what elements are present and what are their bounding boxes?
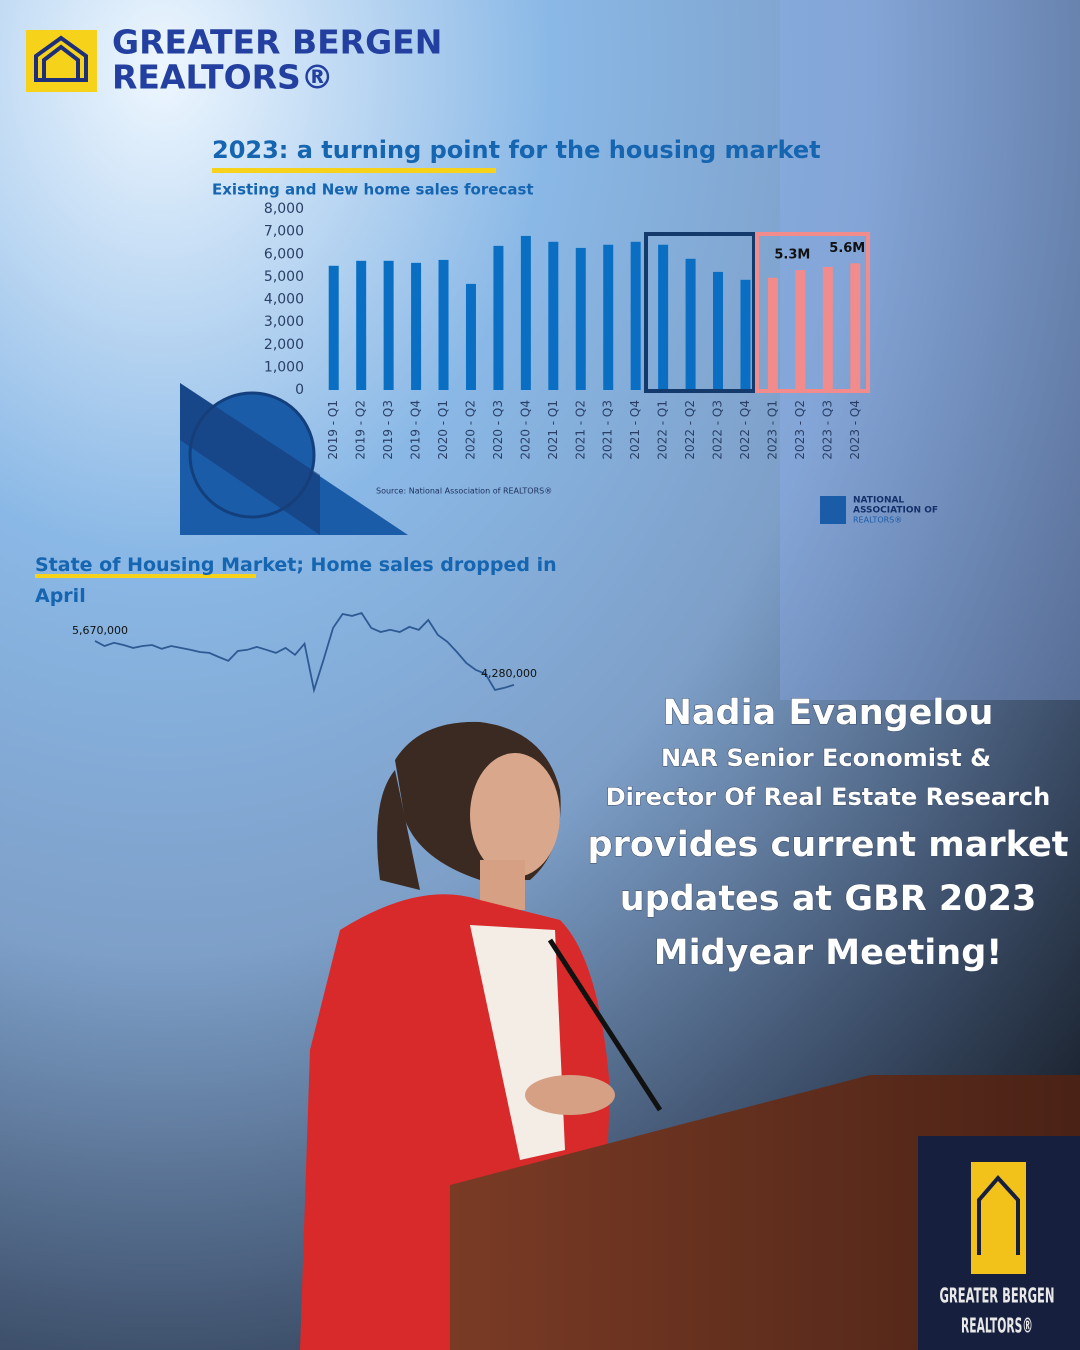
speaker-role: NAR Senior Economist &	[661, 744, 991, 772]
bar	[465, 283, 476, 390]
data-label: 5.6M	[829, 241, 865, 256]
x-tick-label: 2019 - Q1	[326, 400, 340, 460]
message: provides current market	[588, 825, 1069, 865]
message: Midyear Meeting!	[654, 933, 1002, 973]
logo-text: REALTORS®	[112, 58, 334, 97]
x-tick-label: 2019 - Q4	[409, 400, 423, 460]
x-tick-label: 2023 - Q4	[848, 400, 862, 460]
message: updates at GBR 2023	[620, 879, 1037, 919]
y-tick-label: 6,000	[264, 246, 304, 262]
sign-house	[977, 1174, 1020, 1255]
speaker-name: Nadia Evangelou	[663, 693, 994, 733]
x-tick-label: 2021 - Q3	[601, 400, 615, 460]
sign-text: REALTORS®	[961, 1314, 1033, 1338]
bar	[795, 270, 806, 390]
x-tick-label: 2020 - Q2	[463, 400, 477, 460]
line	[94, 611, 515, 694]
bar	[411, 262, 422, 390]
nar-logo-text: ASSOCIATION OF	[853, 506, 938, 516]
bar	[850, 263, 861, 390]
bar	[822, 266, 833, 390]
x-tick-label: 2021 - Q2	[573, 400, 587, 460]
x-tick-label: 2022 - Q2	[683, 400, 697, 460]
neck	[480, 860, 525, 910]
x-tick-label: 2023 - Q3	[820, 400, 834, 460]
x-tick-label: 2021 - Q4	[628, 400, 642, 460]
x-tick-label: 2022 - Q1	[656, 400, 670, 460]
nar-logo-mark	[820, 496, 846, 524]
bar	[740, 279, 751, 390]
x-tick-label: 2020 - Q4	[518, 400, 532, 460]
face	[470, 753, 560, 877]
data-label: 5.3M	[774, 248, 810, 263]
y-tick-label: 1,000	[264, 359, 304, 375]
y-tick-label: 0	[295, 382, 304, 398]
y-tick-label: 3,000	[264, 314, 304, 330]
title-underline	[212, 168, 496, 173]
bar	[713, 271, 724, 390]
chart-subtitle: Existing and New home sales forecast	[212, 181, 534, 199]
bar	[630, 241, 641, 390]
microphone	[547, 938, 663, 1112]
x-tick-label: 2021 - Q1	[546, 400, 560, 460]
x-tick-label: 2020 - Q3	[491, 400, 505, 460]
highlight-box	[644, 232, 756, 393]
bar	[548, 241, 559, 390]
title-underline	[35, 574, 256, 578]
speaker-role: Director Of Real Estate Research	[606, 783, 1051, 811]
highlight-box	[755, 232, 870, 393]
data-label: 4,280,000	[481, 667, 537, 680]
ponytail	[377, 770, 420, 890]
bar	[603, 244, 614, 390]
y-tick-label: 4,000	[264, 292, 304, 308]
x-tick-label: 2019 - Q3	[381, 400, 395, 460]
bar	[520, 235, 531, 390]
bar	[356, 260, 367, 390]
chart-title: 2023: a turning point for the housing ma…	[212, 136, 821, 164]
source: Source: National Association of REALTORS…	[376, 487, 552, 496]
x-tick-label: 2020 - Q1	[436, 400, 450, 460]
sign-text: GREATER BERGEN	[940, 1284, 1055, 1308]
logo-house	[34, 35, 88, 82]
logo-text: GREATER BERGEN	[112, 23, 442, 62]
y-tick-label: 7,000	[264, 224, 304, 240]
bar	[658, 244, 669, 390]
bar	[685, 258, 696, 390]
x-tick-label: 2022 - Q3	[711, 400, 725, 460]
bar	[493, 245, 504, 390]
hands	[525, 1075, 615, 1115]
x-tick-label: 2019 - Q2	[354, 400, 368, 460]
x-tick-label: 2023 - Q1	[765, 400, 779, 460]
bar	[575, 247, 586, 390]
bar	[383, 260, 394, 390]
y-tick-label: 5,000	[264, 269, 304, 285]
data-label: 5,670,000	[72, 624, 128, 637]
bar	[328, 265, 339, 390]
charts: 5,670,000 4,280,000	[72, 611, 537, 694]
bar	[438, 259, 449, 390]
y-tick-label: 8,000	[264, 201, 304, 217]
x-tick-label: 2022 - Q4	[738, 400, 752, 460]
y-tick-label: 2,000	[264, 337, 304, 353]
nar-logo-text: NATIONAL	[853, 496, 904, 506]
decor-band	[180, 383, 320, 535]
x-tick-label: 2023 - Q2	[793, 400, 807, 460]
nar-logo-text: REALTORS®	[853, 516, 902, 525]
charts: 0 1,000 2,000 3,000 4,000 5,000 6,000 7,000 8,00…	[264, 201, 865, 460]
bar	[767, 277, 778, 390]
chart-title: State of Housing Market; Home sales drop…	[35, 554, 557, 607]
